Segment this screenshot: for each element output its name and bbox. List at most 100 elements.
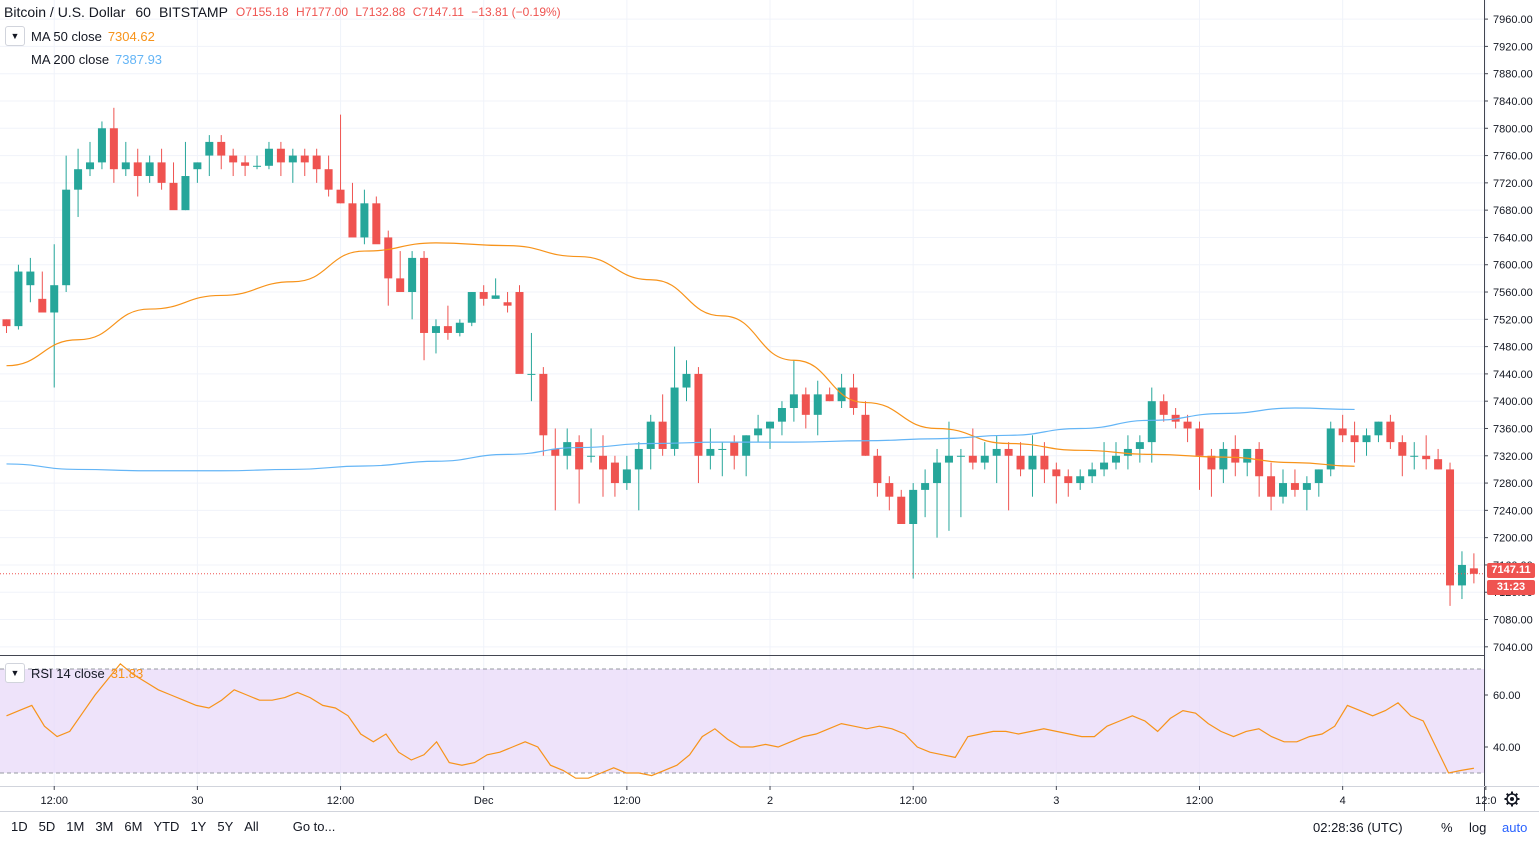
ma50-label[interactable]: MA 50 close (31, 28, 102, 44)
candle (1219, 442, 1228, 484)
candle-body (1326, 428, 1335, 470)
timeframe-1y[interactable]: 1Y (190, 819, 207, 834)
time-tick-label: 12:00 (40, 795, 68, 807)
timeframe-5d[interactable]: 5D (38, 819, 56, 834)
candle (766, 421, 775, 449)
candle (694, 367, 703, 484)
candle (1326, 421, 1335, 477)
symbol-interval[interactable]: 60 (135, 4, 151, 20)
bottom-toolbar: 1D 5D 1M 3M 6M YTD 1Y 5Y All Go to... 02… (0, 812, 1539, 841)
candle-body (1267, 476, 1276, 497)
candle (288, 148, 297, 183)
log-scale-button[interactable]: log (1469, 820, 1487, 835)
chart-canvas[interactable]: 7960.00 7920.00 7880.00 7840.00 7800.00 7760.… (0, 0, 1539, 812)
candle (1469, 553, 1478, 584)
price-axis[interactable]: 7960.00 7920.00 7880.00 7840.00 7800.00 7760.… (1484, 14, 1533, 654)
price-tick-label: 7800.00 (1493, 123, 1533, 135)
candle (74, 148, 83, 217)
candle (97, 121, 106, 170)
candle-body (1362, 435, 1371, 443)
timeframe-ytd[interactable]: YTD (153, 819, 180, 834)
candle (396, 251, 405, 293)
candle (539, 367, 548, 456)
rsi-line (6, 662, 1474, 779)
goto-button[interactable]: Go to... (292, 819, 336, 834)
candle-body (503, 302, 512, 306)
candle (372, 196, 381, 245)
ma200-legend: MA 200 close 7387.93 (31, 52, 162, 67)
collapse-legend-chevron-down-icon[interactable]: ▼ (5, 26, 25, 46)
candle (1386, 414, 1395, 449)
candle-body (14, 271, 23, 327)
timeframe-3m[interactable]: 3M (95, 819, 114, 834)
candle-body (1028, 455, 1037, 470)
utc-clock[interactable]: 02:28:36 (UTC) (1313, 820, 1403, 835)
candle (933, 448, 942, 538)
auto-scale-button[interactable]: auto (1502, 820, 1528, 835)
ma200-value: 7387.93 (115, 52, 163, 67)
candle (742, 435, 751, 477)
candle (610, 455, 619, 497)
rsi-collapse-chevron-down-icon[interactable]: ▼ (5, 663, 25, 683)
candle-body (1386, 421, 1395, 443)
candle-body (1123, 448, 1132, 456)
rsi-axis[interactable]: 60.00 40.00 (1484, 690, 1521, 754)
timeframe-all[interactable]: All (244, 819, 259, 834)
candle-body (1147, 401, 1156, 443)
candle (1362, 428, 1371, 456)
candle-body (1100, 462, 1109, 470)
candle-body (777, 408, 786, 422)
candle (1159, 394, 1168, 422)
candle (121, 141, 130, 177)
candle-body (861, 414, 870, 456)
ma50-legend: ▼ MA 50 close 7304.62 (5, 26, 155, 46)
ma200-label[interactable]: MA 200 close (31, 52, 110, 67)
candle (1004, 442, 1013, 511)
timeframe-6m[interactable]: 6M (124, 819, 143, 834)
timeframe-5y[interactable]: 5Y (217, 819, 234, 834)
candle-body (730, 442, 739, 456)
candle (980, 442, 989, 470)
candle (956, 448, 965, 518)
candle-body (754, 428, 763, 436)
timeframe-1m[interactable]: 1M (66, 819, 85, 834)
candle-body (420, 257, 429, 333)
time-tick-label: 4 (1340, 795, 1346, 807)
time-axis[interactable]: 12:00 30 12:00 Dec 12:00 2 12:00 3 12:00 4 12:0 (40, 786, 1497, 807)
candle (1147, 387, 1156, 463)
candle-body (241, 162, 250, 166)
candle-body (718, 448, 727, 450)
candle-body (2, 319, 11, 327)
candle (813, 380, 822, 436)
candle-body (670, 387, 679, 449)
candle (718, 442, 727, 477)
candle-body (133, 162, 142, 177)
candle-body (968, 455, 977, 463)
candle (1195, 421, 1204, 490)
settings-gear-icon[interactable] (1504, 791, 1520, 807)
candle-body (1207, 455, 1216, 470)
candle (2, 319, 11, 333)
timeframe-1d[interactable]: 1D (11, 819, 28, 834)
candle-body (980, 455, 989, 463)
candle-body (1302, 483, 1311, 490)
candle (491, 278, 500, 299)
symbol-name[interactable]: Bitcoin / U.S. Dollar (4, 4, 126, 20)
candle-body (1243, 448, 1252, 463)
candle (670, 346, 679, 456)
rsi-label[interactable]: RSI 14 close (31, 665, 105, 681)
candle-body (992, 448, 1001, 456)
candle-body (97, 128, 106, 163)
high-value: H7177.00 (295, 5, 349, 19)
candle (133, 148, 142, 197)
candle (264, 141, 273, 170)
candle (205, 135, 214, 177)
candle-body (897, 496, 906, 524)
percent-scale-button[interactable]: % (1441, 820, 1453, 835)
candle-body (372, 203, 381, 245)
rsi-overbought-oversold-band (0, 669, 1484, 773)
candle-body (587, 455, 596, 457)
candle (50, 244, 59, 388)
candle (551, 428, 560, 511)
candle (229, 148, 238, 177)
